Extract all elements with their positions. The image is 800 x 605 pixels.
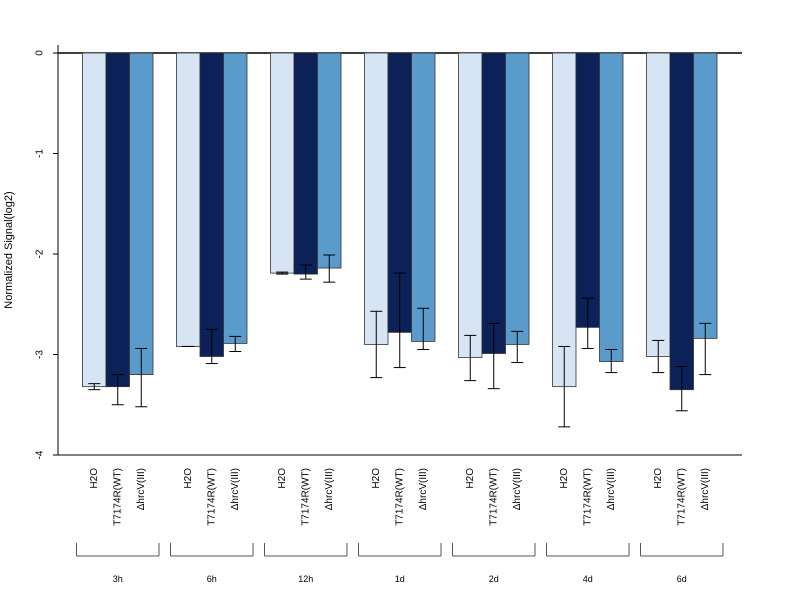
bar: [223, 52, 248, 344]
bar-label: H2O: [183, 468, 194, 489]
bar-label: ΔhrcV(III): [230, 468, 241, 510]
group-label: 3h: [113, 574, 123, 584]
y-tick-label: 0: [35, 50, 46, 56]
group-label: 12h: [298, 574, 313, 584]
bar-label: T7174R(WT): [582, 468, 593, 526]
bar: [129, 52, 154, 376]
bar-label: ΔhrcV(III): [700, 468, 711, 510]
bar: [505, 52, 530, 345]
group-label: 1d: [395, 574, 405, 584]
group-label: 2d: [489, 574, 499, 584]
bar: [199, 52, 224, 357]
bar: [293, 52, 318, 275]
bar-label: H2O: [653, 468, 664, 489]
y-axis-title: Normalized Signal(log2): [3, 191, 15, 308]
bar-label: ΔhrcV(III): [324, 468, 335, 510]
bar: [693, 52, 718, 339]
bar-label: T7174R(WT): [676, 468, 687, 526]
bar: [105, 52, 130, 388]
bar: [176, 52, 201, 347]
bar: [317, 52, 342, 269]
bar: [82, 52, 107, 388]
bar: [669, 52, 694, 391]
bar: [575, 52, 600, 328]
bar: [364, 52, 389, 345]
bar: [599, 52, 624, 362]
bar-label: T7174R(WT): [488, 468, 499, 526]
bars-layer: [82, 52, 718, 391]
bar-label: H2O: [559, 468, 570, 489]
y-tick-label: -4: [35, 450, 46, 459]
bar-label: T7174R(WT): [112, 468, 123, 526]
bar-label: T7174R(WT): [206, 468, 217, 526]
error-bars-layer: [88, 254, 712, 428]
group-label: 6d: [677, 574, 687, 584]
bar-label: T7174R(WT): [394, 468, 405, 526]
bar-label: ΔhrcV(III): [136, 468, 147, 510]
bar-label: H2O: [465, 468, 476, 489]
bar: [270, 52, 295, 274]
y-tick-label: -1: [35, 149, 46, 158]
bar-label: H2O: [371, 468, 382, 489]
bar-label: ΔhrcV(III): [418, 468, 429, 510]
bar: [411, 52, 436, 342]
y-tick-label: -2: [35, 249, 46, 258]
bar: [646, 52, 671, 357]
bar: [458, 52, 483, 358]
bar-label: ΔhrcV(III): [606, 468, 617, 510]
labels-layer: H2O T7174R(WT) ΔhrcV(III) 3h H2O T7174R(WT) Δh…: [76, 468, 724, 584]
bar-label: H2O: [89, 468, 100, 489]
y-tick-label: -3: [35, 350, 46, 359]
bar: [552, 52, 577, 388]
bar-label: H2O: [277, 468, 288, 489]
group-label: 4d: [583, 574, 593, 584]
group-label: 6h: [207, 574, 217, 584]
bar-label: T7174R(WT): [300, 468, 311, 526]
bar: [481, 52, 506, 354]
bar-label: ΔhrcV(III): [512, 468, 523, 510]
